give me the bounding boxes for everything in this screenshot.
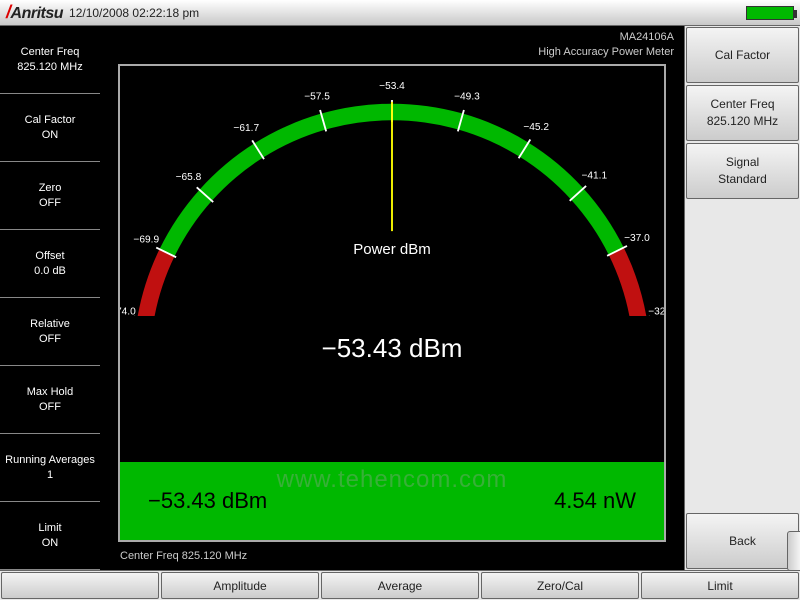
- status-line: Center Freq 825.120 MHz: [120, 550, 247, 562]
- left-menu-item[interactable]: Max HoldOFF: [0, 366, 100, 434]
- svg-text:−49.3: −49.3: [454, 91, 480, 102]
- svg-text:−61.7: −61.7: [233, 123, 259, 134]
- right-menu-item[interactable]: SignalStandard: [686, 143, 799, 199]
- right-menu-item[interactable]: Center Freq825.120 MHz: [686, 85, 799, 141]
- bottom-button[interactable]: Amplitude: [161, 572, 319, 599]
- bottom-menu: Amplitude Average Zero/Cal Limit: [0, 570, 800, 600]
- svg-text:−57.5: −57.5: [304, 91, 330, 102]
- svg-text:−53.4: −53.4: [379, 81, 405, 92]
- left-menu-item[interactable]: Offset0.0 dB: [0, 230, 100, 298]
- gauge: −74.0−69.9−65.8−61.7−57.5−53.4−49.3−45.2…: [120, 76, 664, 316]
- device-model: MA24106A High Accuracy Power Meter: [538, 30, 674, 61]
- left-menu: Center Freq825.120 MHz Cal FactorON Zero…: [0, 26, 100, 570]
- gauge-reading: −53.43 dBm: [120, 333, 664, 364]
- reading-band: −53.43 dBm 4.54 nW: [120, 462, 664, 540]
- top-bar: /Anritsu 12/10/2008 02:22:18 pm: [0, 0, 800, 26]
- bottom-button[interactable]: [1, 572, 159, 599]
- right-menu: Cal Factor Center Freq825.120 MHz Signal…: [684, 26, 800, 570]
- display-area: MA24106A High Accuracy Power Meter −74.0…: [100, 26, 684, 570]
- side-tab-handle[interactable]: [787, 531, 800, 571]
- left-menu-item[interactable]: RelativeOFF: [0, 298, 100, 366]
- svg-text:−65.8: −65.8: [176, 172, 202, 183]
- left-menu-item[interactable]: Running Averages1: [0, 434, 100, 502]
- reading-band-right: 4.54 nW: [554, 488, 636, 514]
- gauge-unit-label: Power dBm: [120, 241, 664, 258]
- back-button[interactable]: Back: [686, 513, 799, 569]
- left-menu-item[interactable]: Cal FactorON: [0, 94, 100, 162]
- left-menu-item[interactable]: ZeroOFF: [0, 162, 100, 230]
- battery-icon: [746, 6, 794, 20]
- reading-band-left: −53.43 dBm: [148, 488, 267, 514]
- brand-logo: /Anritsu: [6, 2, 63, 23]
- meter-frame: −74.0−69.9−65.8−61.7−57.5−53.4−49.3−45.2…: [118, 64, 666, 542]
- svg-text:−32.8: −32.8: [648, 307, 664, 316]
- svg-text:−74.0: −74.0: [120, 307, 136, 316]
- gauge-area: −74.0−69.9−65.8−61.7−57.5−53.4−49.3−45.2…: [120, 66, 664, 462]
- left-menu-item[interactable]: Center Freq825.120 MHz: [0, 26, 100, 94]
- svg-text:−45.2: −45.2: [523, 122, 549, 133]
- bottom-button[interactable]: Average: [321, 572, 479, 599]
- left-menu-item[interactable]: LimitON: [0, 502, 100, 570]
- datetime: 12/10/2008 02:22:18 pm: [69, 6, 199, 20]
- bottom-button[interactable]: Zero/Cal: [481, 572, 639, 599]
- right-menu-head[interactable]: Cal Factor: [686, 27, 799, 83]
- svg-text:−41.1: −41.1: [581, 171, 607, 182]
- bottom-button[interactable]: Limit: [641, 572, 799, 599]
